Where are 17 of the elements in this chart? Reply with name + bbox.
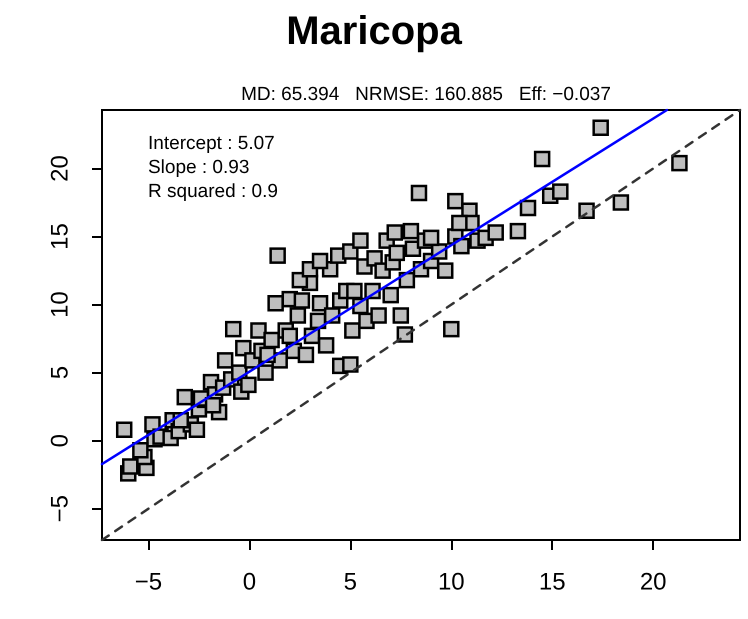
- x-tick-label: 15: [538, 568, 566, 596]
- y-tick-label: 10: [46, 291, 74, 318]
- x-tick-label: 0: [242, 568, 256, 596]
- x-tick-label: 20: [640, 568, 667, 596]
- y-tick-label: 15: [46, 223, 74, 250]
- y-tick-label: −5: [46, 495, 74, 522]
- chart-title: Maricopa: [286, 9, 463, 53]
- x-tick-label: 10: [438, 568, 465, 596]
- annotation: Intercept : 5.07: [148, 133, 275, 154]
- y-tick-label: 5: [46, 366, 74, 380]
- y-tick-label: 0: [46, 434, 74, 448]
- y-tick-label: 20: [46, 155, 74, 182]
- chart-subtitle: MD: 65.394 NRMSE: 160.885 Eff: −0.037: [241, 84, 611, 105]
- x-tick-label: 5: [344, 568, 358, 596]
- annotation: Slope : 0.93: [148, 157, 250, 178]
- x-tick-label: −5: [134, 568, 162, 596]
- annotation: R squared : 0.9: [148, 181, 278, 202]
